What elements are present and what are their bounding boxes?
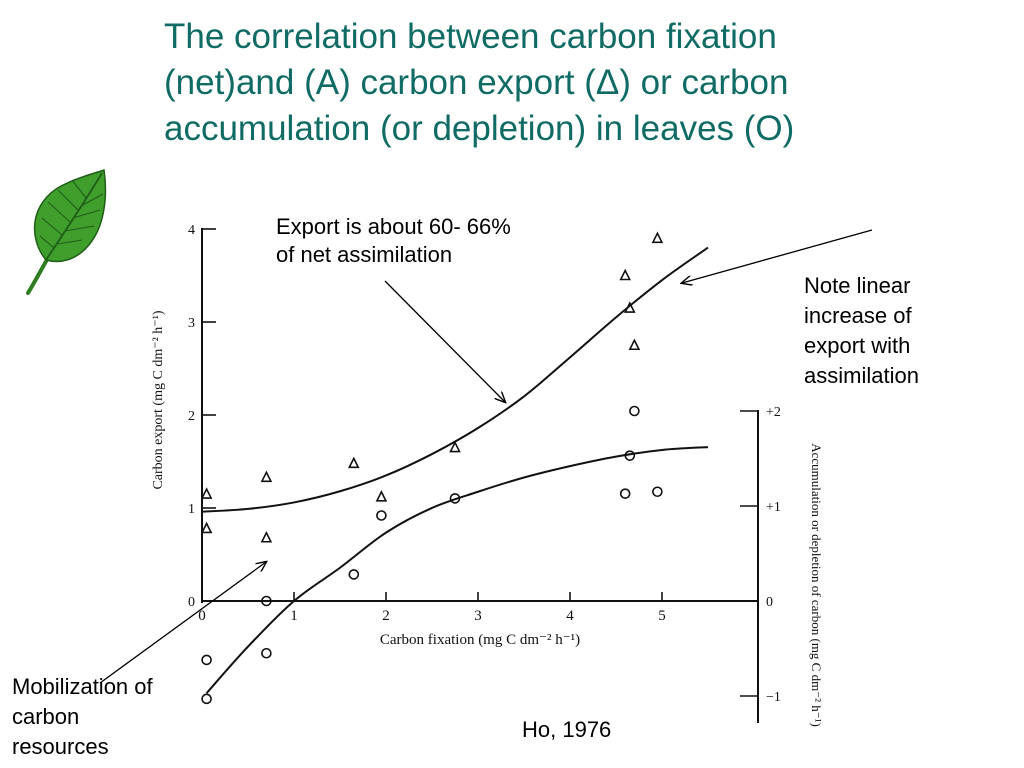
- export-point: [348, 456, 360, 469]
- y-left-tick-label: 3: [188, 316, 195, 331]
- arrow-linear: [682, 229, 873, 283]
- arrow-export: [384, 280, 505, 402]
- data-points: [200, 231, 664, 705]
- y-left-tick-label: 2: [188, 409, 195, 424]
- annotation-export: Export is about 60- 66% of net assimilat…: [276, 213, 511, 269]
- accumulation-point: [619, 488, 631, 499]
- annotation-linear: Note linear increase of export with assi…: [804, 271, 919, 391]
- slide-title: The correlation between carbon fixation …: [164, 14, 964, 152]
- x-tick-label: 2: [382, 608, 390, 624]
- export-point: [375, 490, 388, 502]
- annotation-mobilization: Mobilization of carbon resources: [12, 672, 153, 762]
- x-tick-label: 3: [474, 608, 482, 624]
- y-left-tick-label: 1: [188, 502, 195, 517]
- x-tick-label: 4: [566, 608, 574, 624]
- y-right-tick-label: −1: [766, 690, 781, 705]
- citation: Ho, 1976: [522, 717, 612, 742]
- accumulation-point: [376, 510, 387, 521]
- accumulation-point: [201, 654, 212, 666]
- annotation-line: of net assimilation: [276, 242, 453, 267]
- fit-curves: [201, 246, 709, 694]
- export-point: [651, 231, 664, 244]
- y-axis-right-label: Accumulation or depletion of carbon (mg …: [809, 443, 824, 727]
- export-point: [200, 521, 213, 534]
- annotation-line: Note linear: [804, 273, 911, 298]
- y-right-tick-label: +2: [766, 405, 781, 420]
- annotation-line: resources: [12, 734, 109, 759]
- axis-ticks: 0 1 2 3 4 5 0 1 2 3 4 −1 0 +1 +2: [188, 223, 781, 705]
- y-right-tick-label: 0: [766, 595, 773, 610]
- export-point: [260, 530, 273, 543]
- accumulation-fit-curve: [205, 446, 709, 694]
- annotation-line: Mobilization of: [12, 674, 153, 699]
- annotation-line: increase of: [804, 303, 912, 328]
- x-tick-label: 1: [290, 608, 298, 624]
- arrow-mobilization: [99, 562, 266, 684]
- y-left-tick-label: 0: [188, 595, 195, 610]
- x-axis-label: Carbon fixation (mg C dm⁻² h⁻¹): [380, 632, 580, 648]
- annotation-line: assimilation: [804, 363, 919, 388]
- accumulation-point: [652, 486, 663, 498]
- y-left-tick-label: 4: [188, 223, 195, 238]
- export-point: [449, 440, 461, 453]
- accumulation-point: [261, 595, 272, 607]
- y-axis-left-label: Carbon export (mg C dm⁻² h⁻¹): [151, 310, 166, 489]
- export-point: [200, 487, 213, 499]
- export-fit-curve: [201, 246, 709, 513]
- accumulation-point: [449, 493, 461, 504]
- y-right-tick-label: +1: [766, 500, 781, 515]
- title-line: (net)and (A) carbon export (Δ) or carbon: [164, 63, 789, 102]
- annotation-line: export with: [804, 333, 911, 358]
- accumulation-point: [201, 693, 212, 705]
- export-point: [624, 301, 636, 313]
- x-tick-label: 0: [198, 608, 206, 624]
- annotation-line: carbon: [12, 704, 80, 729]
- accumulation-point: [348, 569, 360, 580]
- accumulation-point: [629, 405, 640, 417]
- title-line: accumulation (or depletion) in leaves (O…: [164, 109, 795, 148]
- export-point: [619, 268, 631, 281]
- accumulation-point: [624, 450, 636, 461]
- x-tick-label: 5: [658, 608, 666, 624]
- annotation-line: Export is about 60- 66%: [276, 214, 511, 239]
- accumulation-point: [261, 647, 272, 659]
- export-point: [260, 470, 273, 483]
- export-point: [628, 338, 641, 351]
- title-line: The correlation between carbon fixation: [164, 17, 777, 56]
- leaf-icon: [26, 168, 107, 295]
